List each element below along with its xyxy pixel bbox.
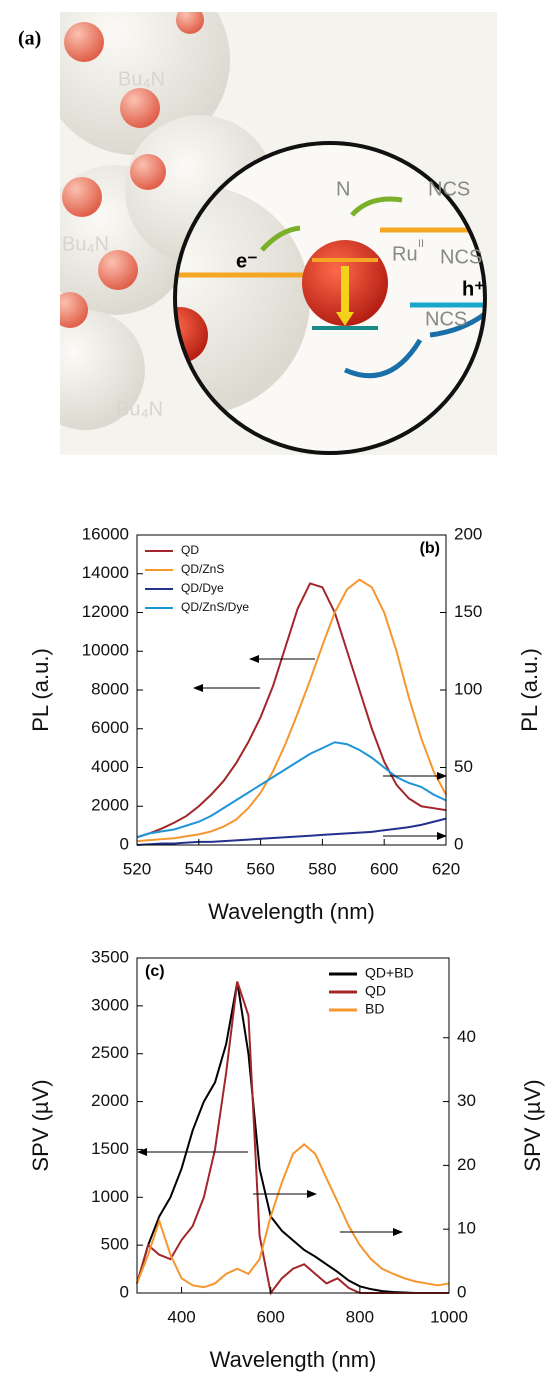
y2-tick-label: 20 <box>457 1155 476 1174</box>
dot <box>62 177 102 217</box>
y-tick-label: 500 <box>101 1235 129 1254</box>
guide-arrows <box>137 655 447 1236</box>
y-tick-label: 4000 <box>91 757 129 776</box>
chart: 400 600 800 1000050010001500200025003000350… <box>28 947 545 1371</box>
series-line <box>136 578 447 843</box>
atom: N <box>336 178 350 200</box>
y2-tick-label: 50 <box>454 757 473 776</box>
dot <box>60 292 88 328</box>
particle <box>60 310 145 430</box>
series-line <box>136 981 449 1296</box>
y2-axis-title: SPV (µV) <box>520 1079 545 1171</box>
y-tick-label: 3500 <box>91 947 129 966</box>
arrow <box>260 225 301 252</box>
legend-label: QD <box>365 983 386 999</box>
y-axis-title: SPV (µV) <box>28 1079 53 1171</box>
x-tick-label: 600 <box>257 1307 285 1326</box>
x-tick-label: 1000 <box>430 1307 468 1326</box>
electron-label: e⁻ <box>236 250 258 272</box>
y-tick-label: 14000 <box>82 563 129 582</box>
panel-label: (c) <box>145 963 165 980</box>
ligand: NCS <box>428 178 470 200</box>
y-tick-label: 16000 <box>82 524 129 543</box>
dot <box>120 88 160 128</box>
y-tick-label: 6000 <box>91 718 129 737</box>
arrow <box>336 312 354 326</box>
series-line <box>136 582 447 839</box>
y-tick-label: 2500 <box>91 1043 129 1062</box>
y-tick-label: 10000 <box>82 641 129 660</box>
dot <box>98 250 138 290</box>
legend-label: QD/ZnS/Dye <box>181 600 249 614</box>
y-axis-title: PL (a.u.) <box>28 648 53 732</box>
ligand: NCS <box>425 308 467 330</box>
y-tick-label: 0 <box>120 1282 129 1301</box>
x-tick-label: 800 <box>346 1307 374 1326</box>
y2-tick-label: 0 <box>457 1282 466 1301</box>
y-tick-label: 0 <box>120 834 129 853</box>
series-line <box>136 817 447 846</box>
x-tick-label: 520 <box>123 859 151 878</box>
particle <box>175 185 310 415</box>
legend-label: QD+BD <box>365 965 414 981</box>
y2-axis-title: PL (a.u.) <box>517 648 542 732</box>
cation: Bu₄N <box>118 68 165 90</box>
x-axis-title: Wavelength (nm) <box>208 899 375 924</box>
y-tick-label: 2000 <box>91 796 129 815</box>
arrow <box>350 196 403 217</box>
dot <box>64 22 104 62</box>
metal: Ru <box>392 243 418 265</box>
y-tick-label: 12000 <box>82 602 129 621</box>
y2-tick-label: 150 <box>454 602 482 621</box>
legend-label: QD/ZnS <box>181 562 224 576</box>
y2-tick-label: 0 <box>454 834 463 853</box>
dot <box>176 12 204 34</box>
x-tick-label: 540 <box>185 859 213 878</box>
legend-label: BD <box>365 1001 384 1017</box>
y2-tick-label: 200 <box>454 524 482 543</box>
y2-tick-label: 30 <box>457 1091 476 1110</box>
y-tick-label: 8000 <box>91 679 129 698</box>
x-axis-title: Wavelength (nm) <box>210 1347 377 1372</box>
dot <box>130 154 166 190</box>
plot-frame <box>136 957 450 1294</box>
legend-label: QD <box>181 543 199 557</box>
hole-label: h⁺ <box>462 278 485 300</box>
y2-tick-label: 40 <box>457 1027 476 1046</box>
y-tick-label: 1500 <box>91 1139 129 1158</box>
x-tick-label: 580 <box>308 859 336 878</box>
oxidation: II <box>418 238 424 250</box>
y2-tick-label: 10 <box>457 1219 476 1238</box>
x-tick-label: 600 <box>370 859 398 878</box>
y-tick-label: 3000 <box>91 995 129 1014</box>
illustration: Bu₄N Bu₄N Bu₄N N NCS Ru II NCS NCS e⁻ h⁺ <box>18 12 497 455</box>
cation: Bu₄N <box>116 398 163 420</box>
ligand: NCS <box>440 246 482 268</box>
y2-tick-label: 100 <box>454 679 482 698</box>
x-tick-label: 620 <box>432 859 460 878</box>
arrow <box>429 303 485 338</box>
panel-label: (a) <box>18 28 41 50</box>
y-tick-label: 1000 <box>91 1187 129 1206</box>
panel-label: (b) <box>420 540 440 557</box>
series-line <box>136 1143 450 1289</box>
chart: 520 540 560 580 600 6200200040006000800010000… <box>28 524 542 923</box>
x-tick-label: 560 <box>246 859 274 878</box>
series-line <box>136 981 449 1294</box>
x-tick-label: 400 <box>167 1307 195 1326</box>
arrow <box>343 338 423 379</box>
cation: Bu₄N <box>62 233 109 255</box>
legend-label: QD/Dye <box>181 581 224 595</box>
magnifier-rim <box>173 141 487 455</box>
y-tick-label: 2000 <box>91 1091 129 1110</box>
